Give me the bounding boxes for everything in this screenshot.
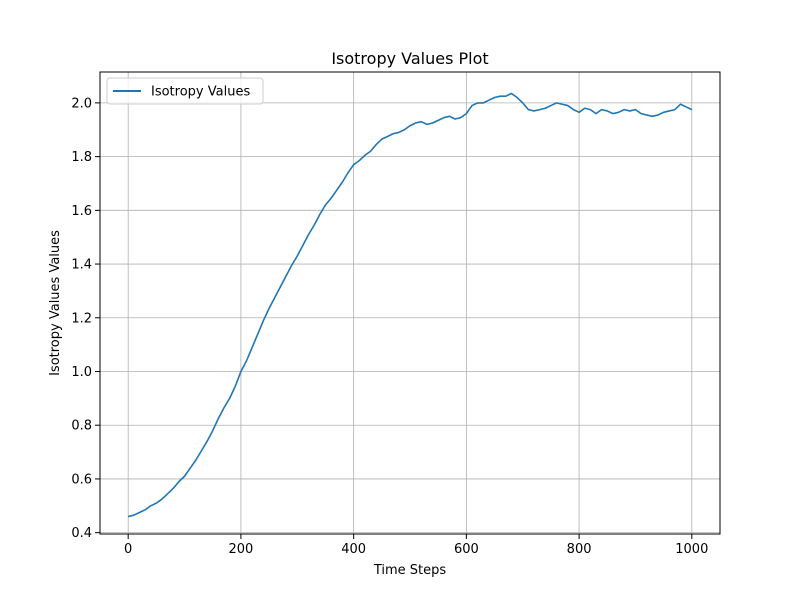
- plot-frame: [99, 71, 721, 535]
- y-tick-label: 1.8: [71, 150, 92, 165]
- x-tick-label: 600: [454, 542, 479, 557]
- series-line: [127, 92, 693, 518]
- x-axis-label: Time Steps: [373, 563, 447, 578]
- y-tick-label: 1.4: [71, 258, 92, 273]
- line-layer: [127, 92, 693, 518]
- y-axis-label: Isotropy Values Values: [48, 230, 63, 376]
- legend-entry-label: Isotropy Values: [151, 85, 250, 100]
- chart-title: Isotropy Values Plot: [331, 49, 488, 68]
- y-tick-label: 0.8: [71, 419, 92, 434]
- grid-layer: [100, 72, 720, 534]
- tick-layer: 0 200 400 600 800 1000 0.4 0.6 0.8 1.0 1.2 1.4 1.6 1.…: [71, 96, 708, 557]
- legend: Isotropy Values: [106, 77, 264, 105]
- x-tick-label: 0: [124, 542, 132, 557]
- y-tick-label: 1.2: [71, 311, 92, 326]
- legend-box: [106, 77, 264, 105]
- y-tick-label: 2.0: [71, 96, 92, 111]
- y-tick-label: 0.6: [71, 472, 92, 487]
- y-tick-label: 0.4: [71, 526, 92, 541]
- x-tick-label: 400: [341, 542, 366, 557]
- x-tick-label: 800: [567, 542, 592, 557]
- y-tick-label: 1.6: [71, 204, 92, 219]
- x-tick-label: 1000: [675, 542, 708, 557]
- y-tick-label: 1.0: [71, 365, 92, 380]
- x-tick-label: 200: [228, 542, 253, 557]
